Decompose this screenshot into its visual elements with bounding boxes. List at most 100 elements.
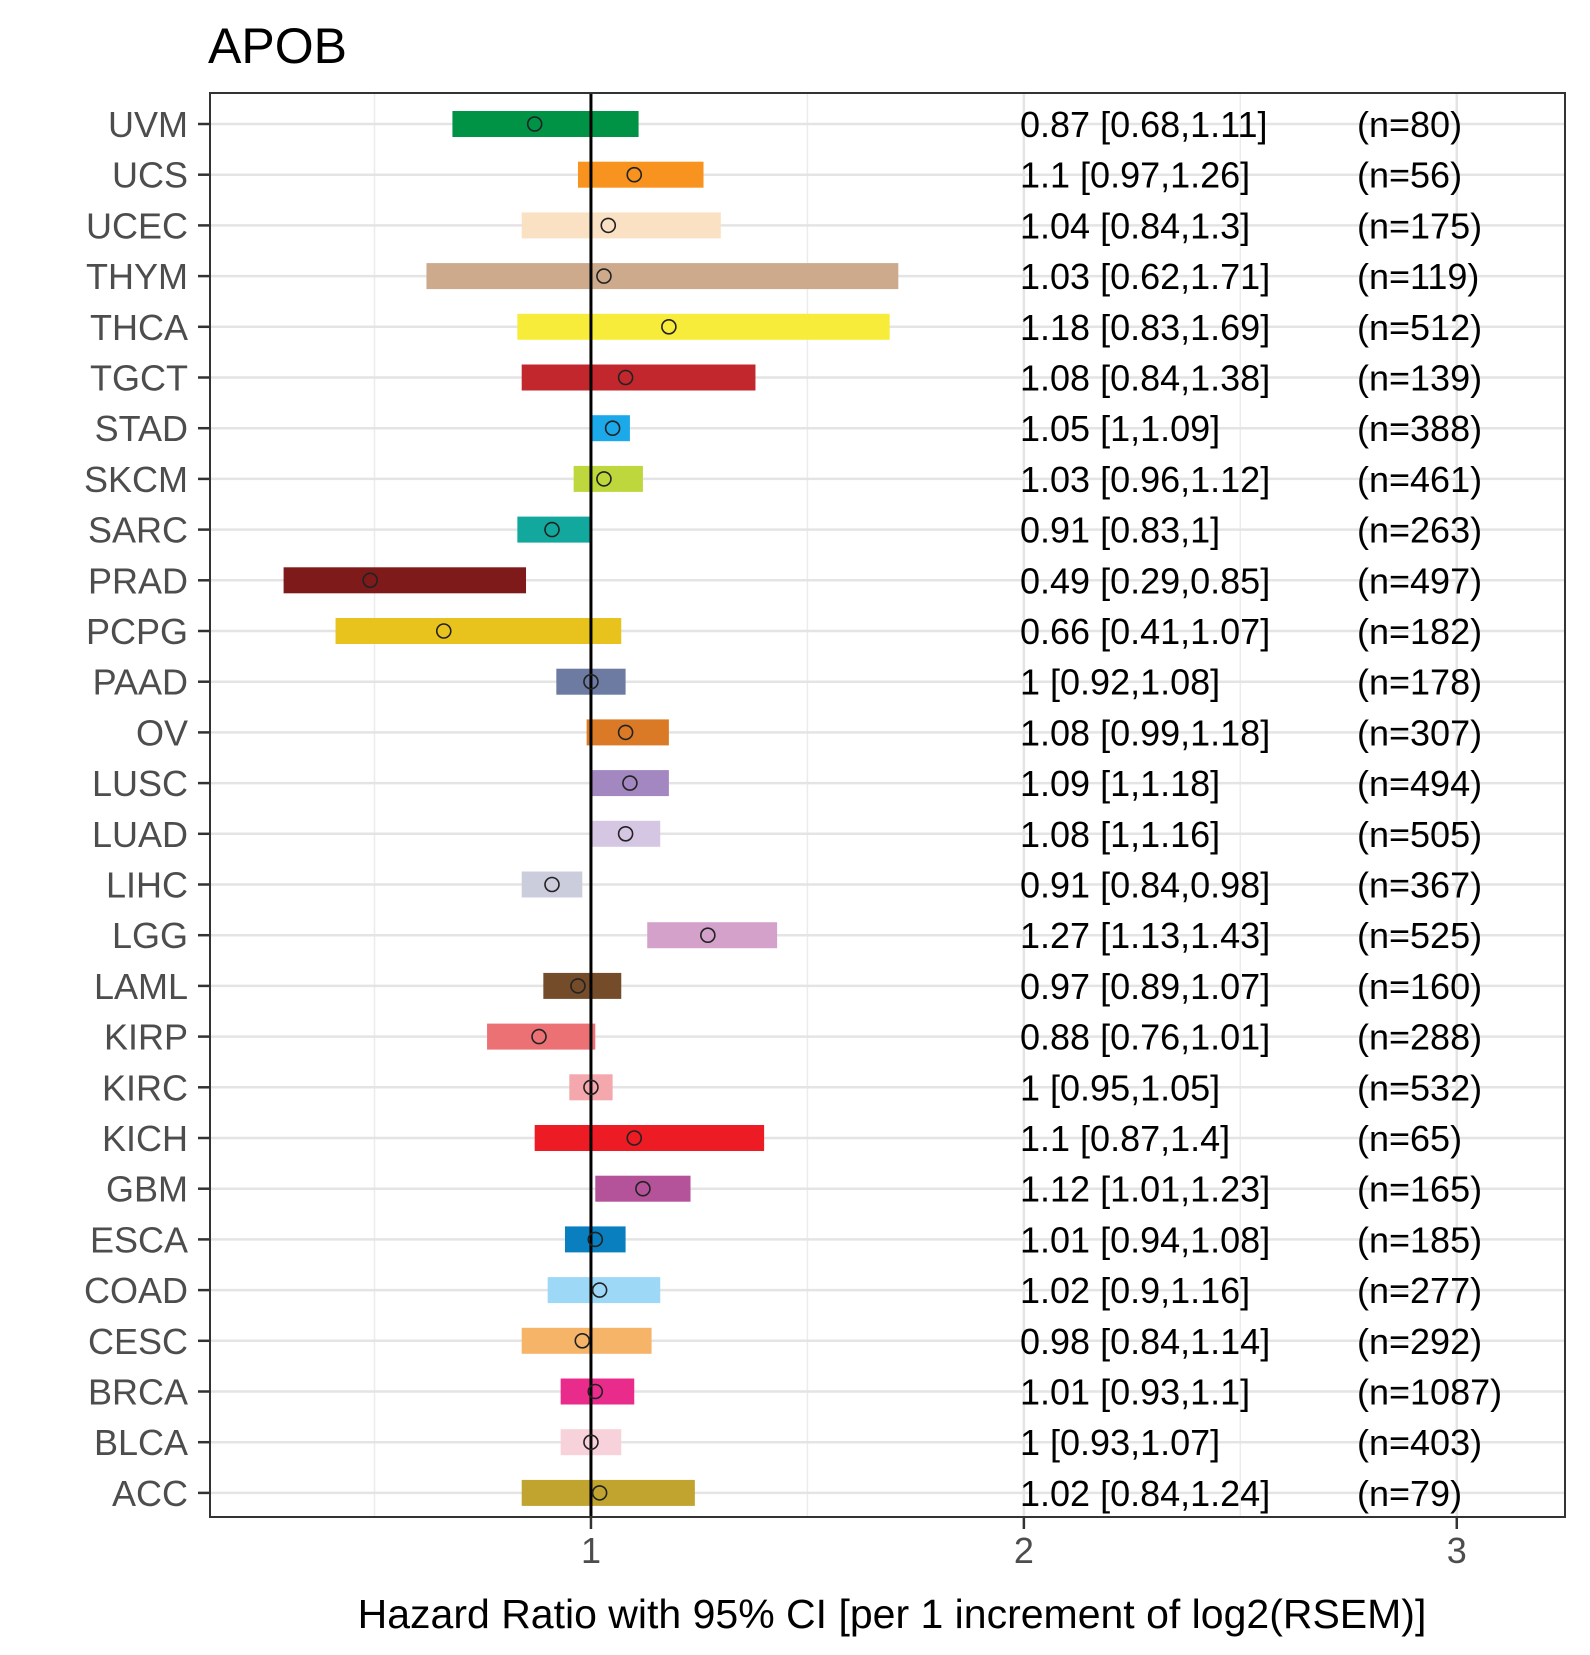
- x-axis: 1 2 3: [581, 1517, 1467, 1571]
- hr-point-sarc: [544, 521, 560, 538]
- sample-size-text: (n=182): [1357, 611, 1482, 652]
- y-tick-label: ESCA: [90, 1219, 188, 1260]
- hr-point-uvm: [526, 116, 543, 132]
- x-axis-label: Hazard Ratio with 95% CI [per 1 incremen…: [358, 1591, 1427, 1637]
- hr-point-thca: [661, 318, 677, 335]
- hr-ci-text: 1.02 [0.9,1.16]: [1020, 1270, 1250, 1311]
- hr-point-lihc: [544, 876, 560, 893]
- sample-size-text: (n=494): [1357, 763, 1482, 804]
- sample-size-text: (n=525): [1357, 915, 1482, 956]
- hr-ci-text: 1.18 [0.83,1.69]: [1020, 307, 1270, 348]
- hr-point-kirp: [531, 1028, 547, 1045]
- hr-ci-text: 0.97 [0.89,1.07]: [1020, 966, 1270, 1007]
- ci-bar-lusc: [590, 770, 669, 797]
- sample-size-text: (n=160): [1357, 966, 1482, 1007]
- hr-ci-text: 0.91 [0.83,1]: [1020, 510, 1220, 551]
- hr-point-tgct: [617, 369, 634, 386]
- hr-point-laml: [570, 978, 586, 994]
- ci-bar-esca: [564, 1226, 626, 1253]
- hr-ci-text: 1.08 [0.84,1.38]: [1020, 358, 1270, 399]
- sample-size-text: (n=79): [1357, 1473, 1462, 1514]
- hr-point-esca: [587, 1231, 604, 1248]
- sample-size-text: (n=80): [1357, 104, 1462, 145]
- sample-size-text: (n=119): [1357, 256, 1479, 297]
- ci-bar-thca: [517, 313, 890, 340]
- hr-ci-text: 1 [0.93,1.07]: [1020, 1422, 1220, 1463]
- sample-size-text: (n=65): [1357, 1118, 1462, 1159]
- y-tick-label: KICH: [102, 1118, 188, 1159]
- hr-point-ucec: [600, 217, 617, 234]
- ci-bar-ov: [586, 719, 669, 746]
- hr-ci-text: 1.1 [0.97,1.26]: [1020, 155, 1250, 196]
- hr-point-lgg: [700, 927, 716, 944]
- y-tick-label: KIRP: [104, 1017, 188, 1058]
- ci-bar-stad: [590, 415, 630, 442]
- panel-border: [209, 92, 1566, 1518]
- hr-ci-text: 1.12 [1.01,1.23]: [1020, 1169, 1270, 1210]
- ci-bar-brca: [560, 1378, 635, 1405]
- hr-ci-text: 1.03 [0.62,1.71]: [1020, 256, 1270, 297]
- hr-point-paad: [583, 673, 599, 690]
- sample-size-text: (n=1087): [1357, 1372, 1502, 1413]
- hr-point-stad: [604, 420, 621, 437]
- hr-ci-text: 1.08 [1,1.16]: [1020, 814, 1220, 855]
- hr-point-coad: [591, 1282, 608, 1298]
- ci-bar-skcm: [573, 465, 643, 492]
- hr-ci-text: 1.08 [0.99,1.18]: [1020, 712, 1270, 753]
- ci-bar-lihc: [521, 871, 583, 898]
- sample-size-text: (n=403): [1357, 1422, 1482, 1463]
- hr-point-cesc: [574, 1333, 591, 1349]
- y-tick-label: PAAD: [93, 662, 188, 703]
- hr-point-thym: [596, 268, 612, 284]
- sample-size-text: (n=139): [1357, 358, 1482, 399]
- ci-bar-lgg: [647, 922, 778, 949]
- grid: [210, 93, 1565, 1517]
- hr-point-gbm: [635, 1180, 651, 1197]
- hr-ci-text: 0.49 [0.29,0.85]: [1020, 560, 1270, 601]
- sample-size-text: (n=292): [1357, 1321, 1482, 1362]
- sample-size-text: (n=263): [1357, 510, 1482, 551]
- hr-point-blca: [583, 1434, 599, 1450]
- y-tick-label: CESC: [88, 1321, 188, 1362]
- ci-bar-thym: [426, 263, 899, 290]
- hr-ci-text: 0.88 [0.76,1.01]: [1020, 1017, 1270, 1058]
- ci-bar-coad: [547, 1277, 661, 1304]
- ci-bar-prad: [283, 567, 527, 594]
- sample-size-text: (n=277): [1357, 1270, 1482, 1311]
- sample-size-text: (n=532): [1357, 1067, 1482, 1108]
- y-tick-label: BRCA: [88, 1372, 188, 1413]
- hr-ci-text: 1.01 [0.93,1.1]: [1020, 1372, 1250, 1413]
- y-tick-label: LAML: [94, 966, 188, 1007]
- ci-bar-sarc: [517, 516, 591, 543]
- ci-bar-laml: [543, 972, 622, 999]
- hr-ci-text: 1.04 [0.84,1.3]: [1020, 205, 1250, 246]
- y-tick-label: STAD: [95, 408, 188, 449]
- y-tick-label: THCA: [90, 307, 188, 348]
- ci-bar-tgct: [521, 364, 756, 391]
- y-tick-label: UCEC: [86, 205, 188, 246]
- y-tick-label: SARC: [88, 510, 188, 551]
- hr-ci-text: 1.05 [1,1.09]: [1020, 408, 1220, 449]
- y-tick-label: KIRC: [102, 1067, 188, 1108]
- sample-size-text: (n=497): [1357, 560, 1482, 601]
- sample-size-text: (n=512): [1357, 307, 1482, 348]
- hr-point-lusc: [622, 775, 638, 791]
- y-tick-label: LUSC: [92, 763, 188, 804]
- hr-ci-text: 1 [0.92,1.08]: [1020, 662, 1220, 703]
- ci-bars: [283, 111, 899, 1506]
- hr-point-skcm: [596, 471, 612, 487]
- ci-bar-gbm: [595, 1175, 691, 1202]
- hr-ci-text: 0.66 [0.41,1.07]: [1020, 611, 1270, 652]
- sample-size-text: (n=288): [1357, 1017, 1482, 1058]
- ci-bar-luad: [590, 820, 661, 847]
- y-tick-label: UCS: [112, 155, 188, 196]
- hr-point-ucs: [626, 166, 643, 183]
- y-axis-labels: UVM UCS UCEC THYM THCA TGCT STAD SKCM SARC PRAD PC…: [84, 104, 210, 1514]
- y-tick-label: BLCA: [94, 1422, 188, 1463]
- y-tick-label: ACC: [112, 1473, 188, 1514]
- sample-size-text: (n=505): [1357, 814, 1482, 855]
- y-tick-label: LIHC: [106, 865, 188, 906]
- hr-point-brca: [587, 1383, 604, 1400]
- y-tick-label: COAD: [84, 1270, 188, 1311]
